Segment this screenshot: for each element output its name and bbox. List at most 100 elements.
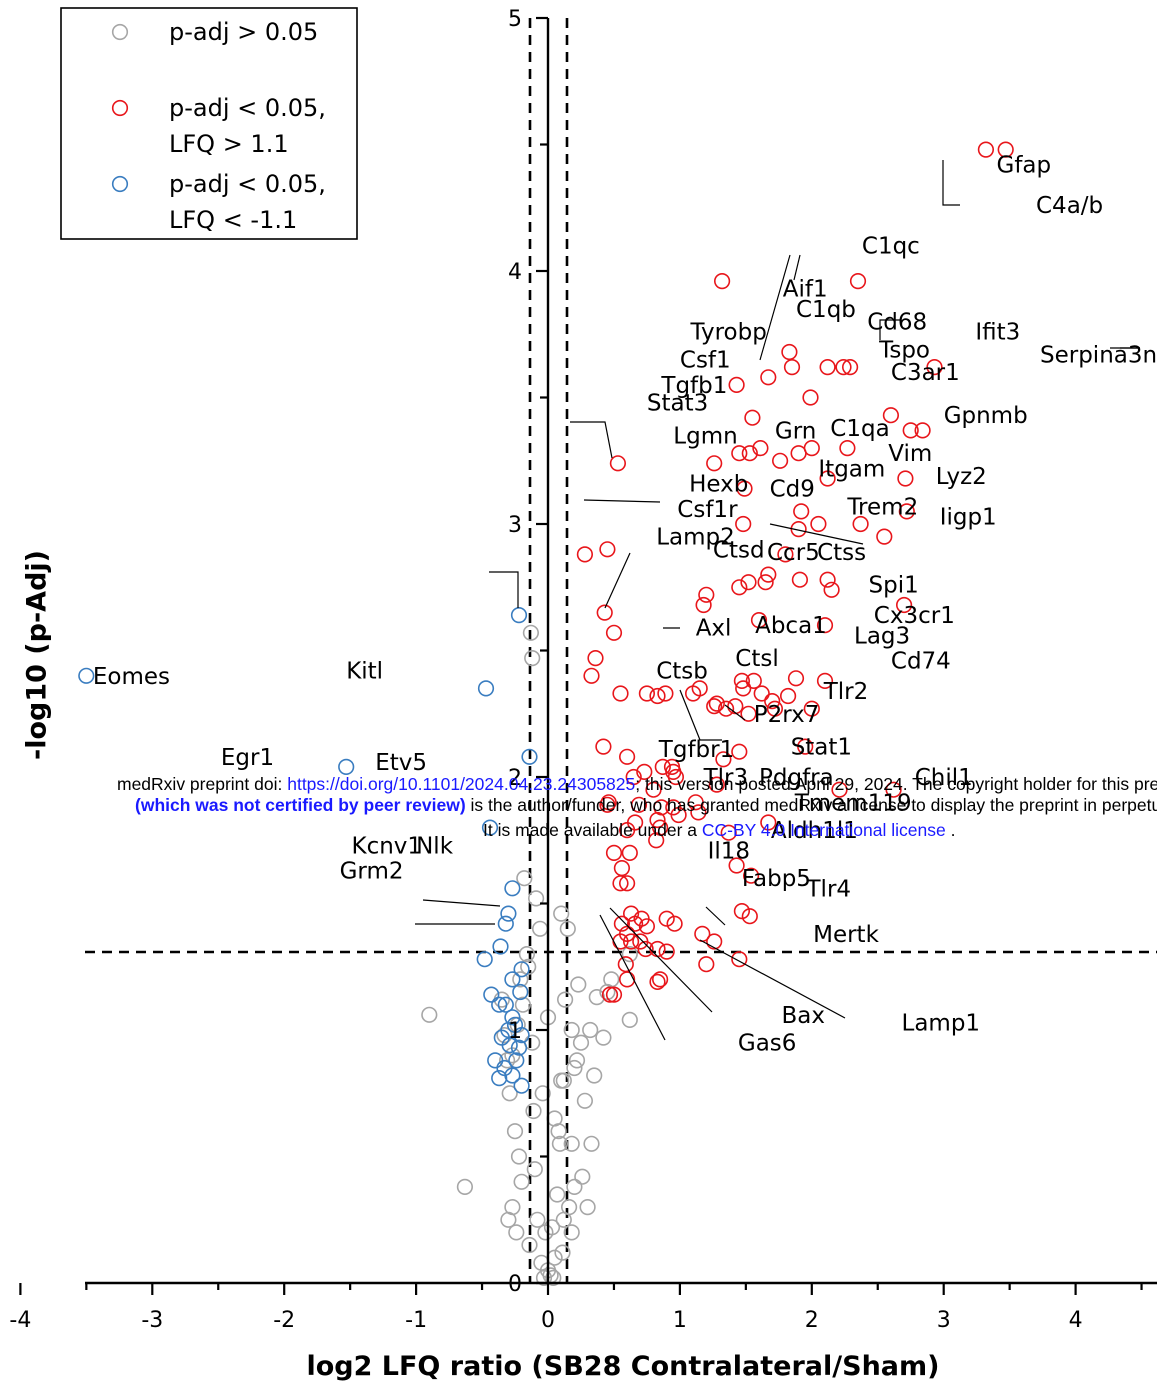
data-point-s1-0: [977, 141, 995, 158]
y-axis-title: -log10 (p-Adj): [22, 550, 53, 760]
data-point-s1-127: [731, 951, 748, 968]
gene-label-cx3cr1: Cx3cr1: [874, 603, 955, 629]
data-point-s1-65: [764, 692, 781, 710]
data-point-s1-1: [997, 141, 1014, 158]
data-point-s0-52: [551, 1135, 569, 1152]
data-point-s1-41: [791, 571, 809, 588]
data-point-s1-68: [691, 680, 708, 697]
data-point-s1-73: [803, 700, 820, 717]
gene-label-cd68: Cd68: [867, 310, 927, 336]
gene-label-tlr4: Tlr4: [806, 876, 852, 902]
legend-box: [60, 7, 358, 240]
watermark-line-2: (which was not certified by peer review)…: [135, 795, 1157, 815]
data-point-s1-5: [781, 343, 798, 361]
data-point-s0-11: [570, 976, 587, 993]
gene-label-grm2: Grm2: [340, 859, 404, 885]
x-tick-label-4: 0: [541, 1308, 555, 1333]
gene-label-aif1: Aif1: [783, 277, 828, 303]
data-point-s2-15: [497, 996, 514, 1013]
x-tick-label-6: 2: [805, 1308, 819, 1333]
leader-line-13: [705, 906, 726, 926]
data-point-s1-50: [596, 604, 613, 621]
leader-line-5: [570, 421, 613, 459]
data-point-s0-5: [553, 905, 570, 922]
gene-label-fabp5: Fabp5: [742, 866, 811, 892]
data-point-s1-113: [612, 875, 629, 892]
gene-label-ifit3: Ifit3: [975, 320, 1020, 346]
leader-line-1: [793, 254, 801, 281]
watermark-doi-link[interactable]: https://doi.org/10.1101/2024.04.23.24305…: [287, 774, 635, 794]
gene-label-kcnv1: Kcnv1: [352, 833, 423, 859]
data-point-s1-66: [753, 685, 770, 702]
data-point-s1-48: [895, 596, 913, 614]
data-point-s0-12: [588, 988, 605, 1006]
data-point-s0-34: [582, 1021, 599, 1039]
data-point-s1-59: [717, 700, 735, 717]
gene-label-tmem119: Tmem119: [794, 790, 912, 816]
data-point-s1-114: [622, 905, 640, 922]
data-point-s1-56: [745, 672, 762, 690]
gene-label-serpina3n: Serpina3n: [1040, 343, 1157, 369]
data-point-s1-18: [609, 455, 627, 472]
data-point-s1-34: [810, 515, 827, 533]
legend-label-2-0: p-adj < 0.05,: [169, 170, 326, 198]
data-point-s1-20: [839, 440, 856, 457]
data-point-s2-3: [521, 748, 538, 765]
data-point-s1-109: [613, 859, 631, 877]
data-point-s1-102: [670, 806, 687, 824]
watermark-cc-link[interactable]: CC-BY 4.0 International license: [702, 820, 946, 840]
legend-label-1-1: LFQ > 1.1: [169, 130, 289, 158]
data-point-s2-8: [497, 915, 514, 932]
y-tick-label-2: 2: [508, 766, 522, 791]
data-point-s1-49: [695, 596, 712, 614]
data-point-s0-54: [553, 1072, 570, 1089]
gene-label-axl: Axl: [696, 616, 732, 642]
data-point-s1-81: [654, 758, 671, 776]
watermark-prefix: medRxiv preprint doi:: [117, 774, 287, 794]
data-point-s2-29: [513, 1077, 530, 1094]
gene-label-lag3: Lag3: [854, 623, 910, 649]
data-point-s0-37: [583, 1135, 600, 1152]
data-point-s0-40: [563, 1224, 580, 1241]
data-point-s1-60: [816, 672, 834, 690]
gene-label-c4a-b: C4a/b: [1036, 193, 1103, 219]
gene-label-ccr5: Ccr5: [767, 540, 820, 566]
watermark-available: It is made available under a: [483, 820, 702, 840]
data-point-s0-9: [621, 945, 638, 963]
data-point-s0-46: [535, 1269, 553, 1286]
data-point-s0-45: [545, 1269, 562, 1286]
data-point-s2-0: [78, 667, 95, 684]
data-point-s1-31: [898, 503, 915, 520]
data-point-s1-30: [793, 503, 810, 520]
data-point-s1-103: [690, 804, 707, 821]
data-point-s1-121: [741, 908, 758, 925]
data-point-s1-71: [779, 687, 797, 705]
data-point-s1-26: [790, 445, 807, 462]
data-point-s0-18: [566, 1178, 583, 1195]
data-point-s0-29: [510, 1148, 528, 1165]
data-point-s0-65: [586, 1067, 603, 1084]
leader-line-8: [769, 523, 864, 545]
data-point-s1-28: [736, 480, 753, 497]
gene-label-nlk: Nlk: [416, 833, 454, 859]
data-point-s1-43: [823, 581, 840, 598]
gene-label-tspo: Tspo: [878, 337, 930, 363]
data-point-s0-51: [526, 1161, 543, 1178]
data-point-s1-47: [757, 574, 774, 591]
gene-label-gas6: Gas6: [738, 1031, 797, 1057]
data-point-s1-117: [613, 915, 631, 932]
data-point-s1-78: [595, 738, 612, 755]
data-point-s1-124: [618, 925, 636, 943]
data-point-s2-9: [492, 938, 509, 955]
gene-label-spi1: Spi1: [869, 573, 919, 599]
data-point-s2-22: [501, 1037, 518, 1054]
legend-label-0-0: p-adj > 0.05: [169, 18, 318, 46]
data-point-s1-62: [612, 685, 629, 702]
data-point-s1-64: [735, 680, 752, 697]
data-point-s0-0: [522, 624, 540, 641]
gene-label-lamp2: Lamp2: [656, 525, 735, 551]
data-point-s1-90: [885, 781, 902, 798]
data-point-s2-2: [477, 680, 495, 697]
data-point-s0-50: [549, 1186, 566, 1203]
